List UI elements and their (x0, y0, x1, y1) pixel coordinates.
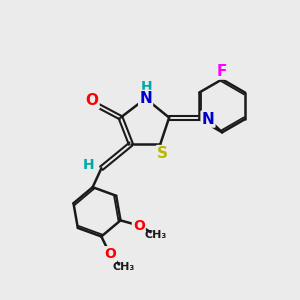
Text: O: O (85, 93, 98, 108)
Text: O: O (133, 219, 145, 233)
Text: H: H (141, 80, 153, 94)
Text: CH₃: CH₃ (112, 262, 135, 272)
Text: H: H (83, 158, 95, 172)
Text: O: O (104, 247, 116, 261)
Text: CH₃: CH₃ (145, 230, 167, 239)
Text: N: N (202, 112, 214, 127)
Text: F: F (217, 64, 227, 79)
Text: S: S (157, 146, 168, 161)
Text: N: N (139, 91, 152, 106)
